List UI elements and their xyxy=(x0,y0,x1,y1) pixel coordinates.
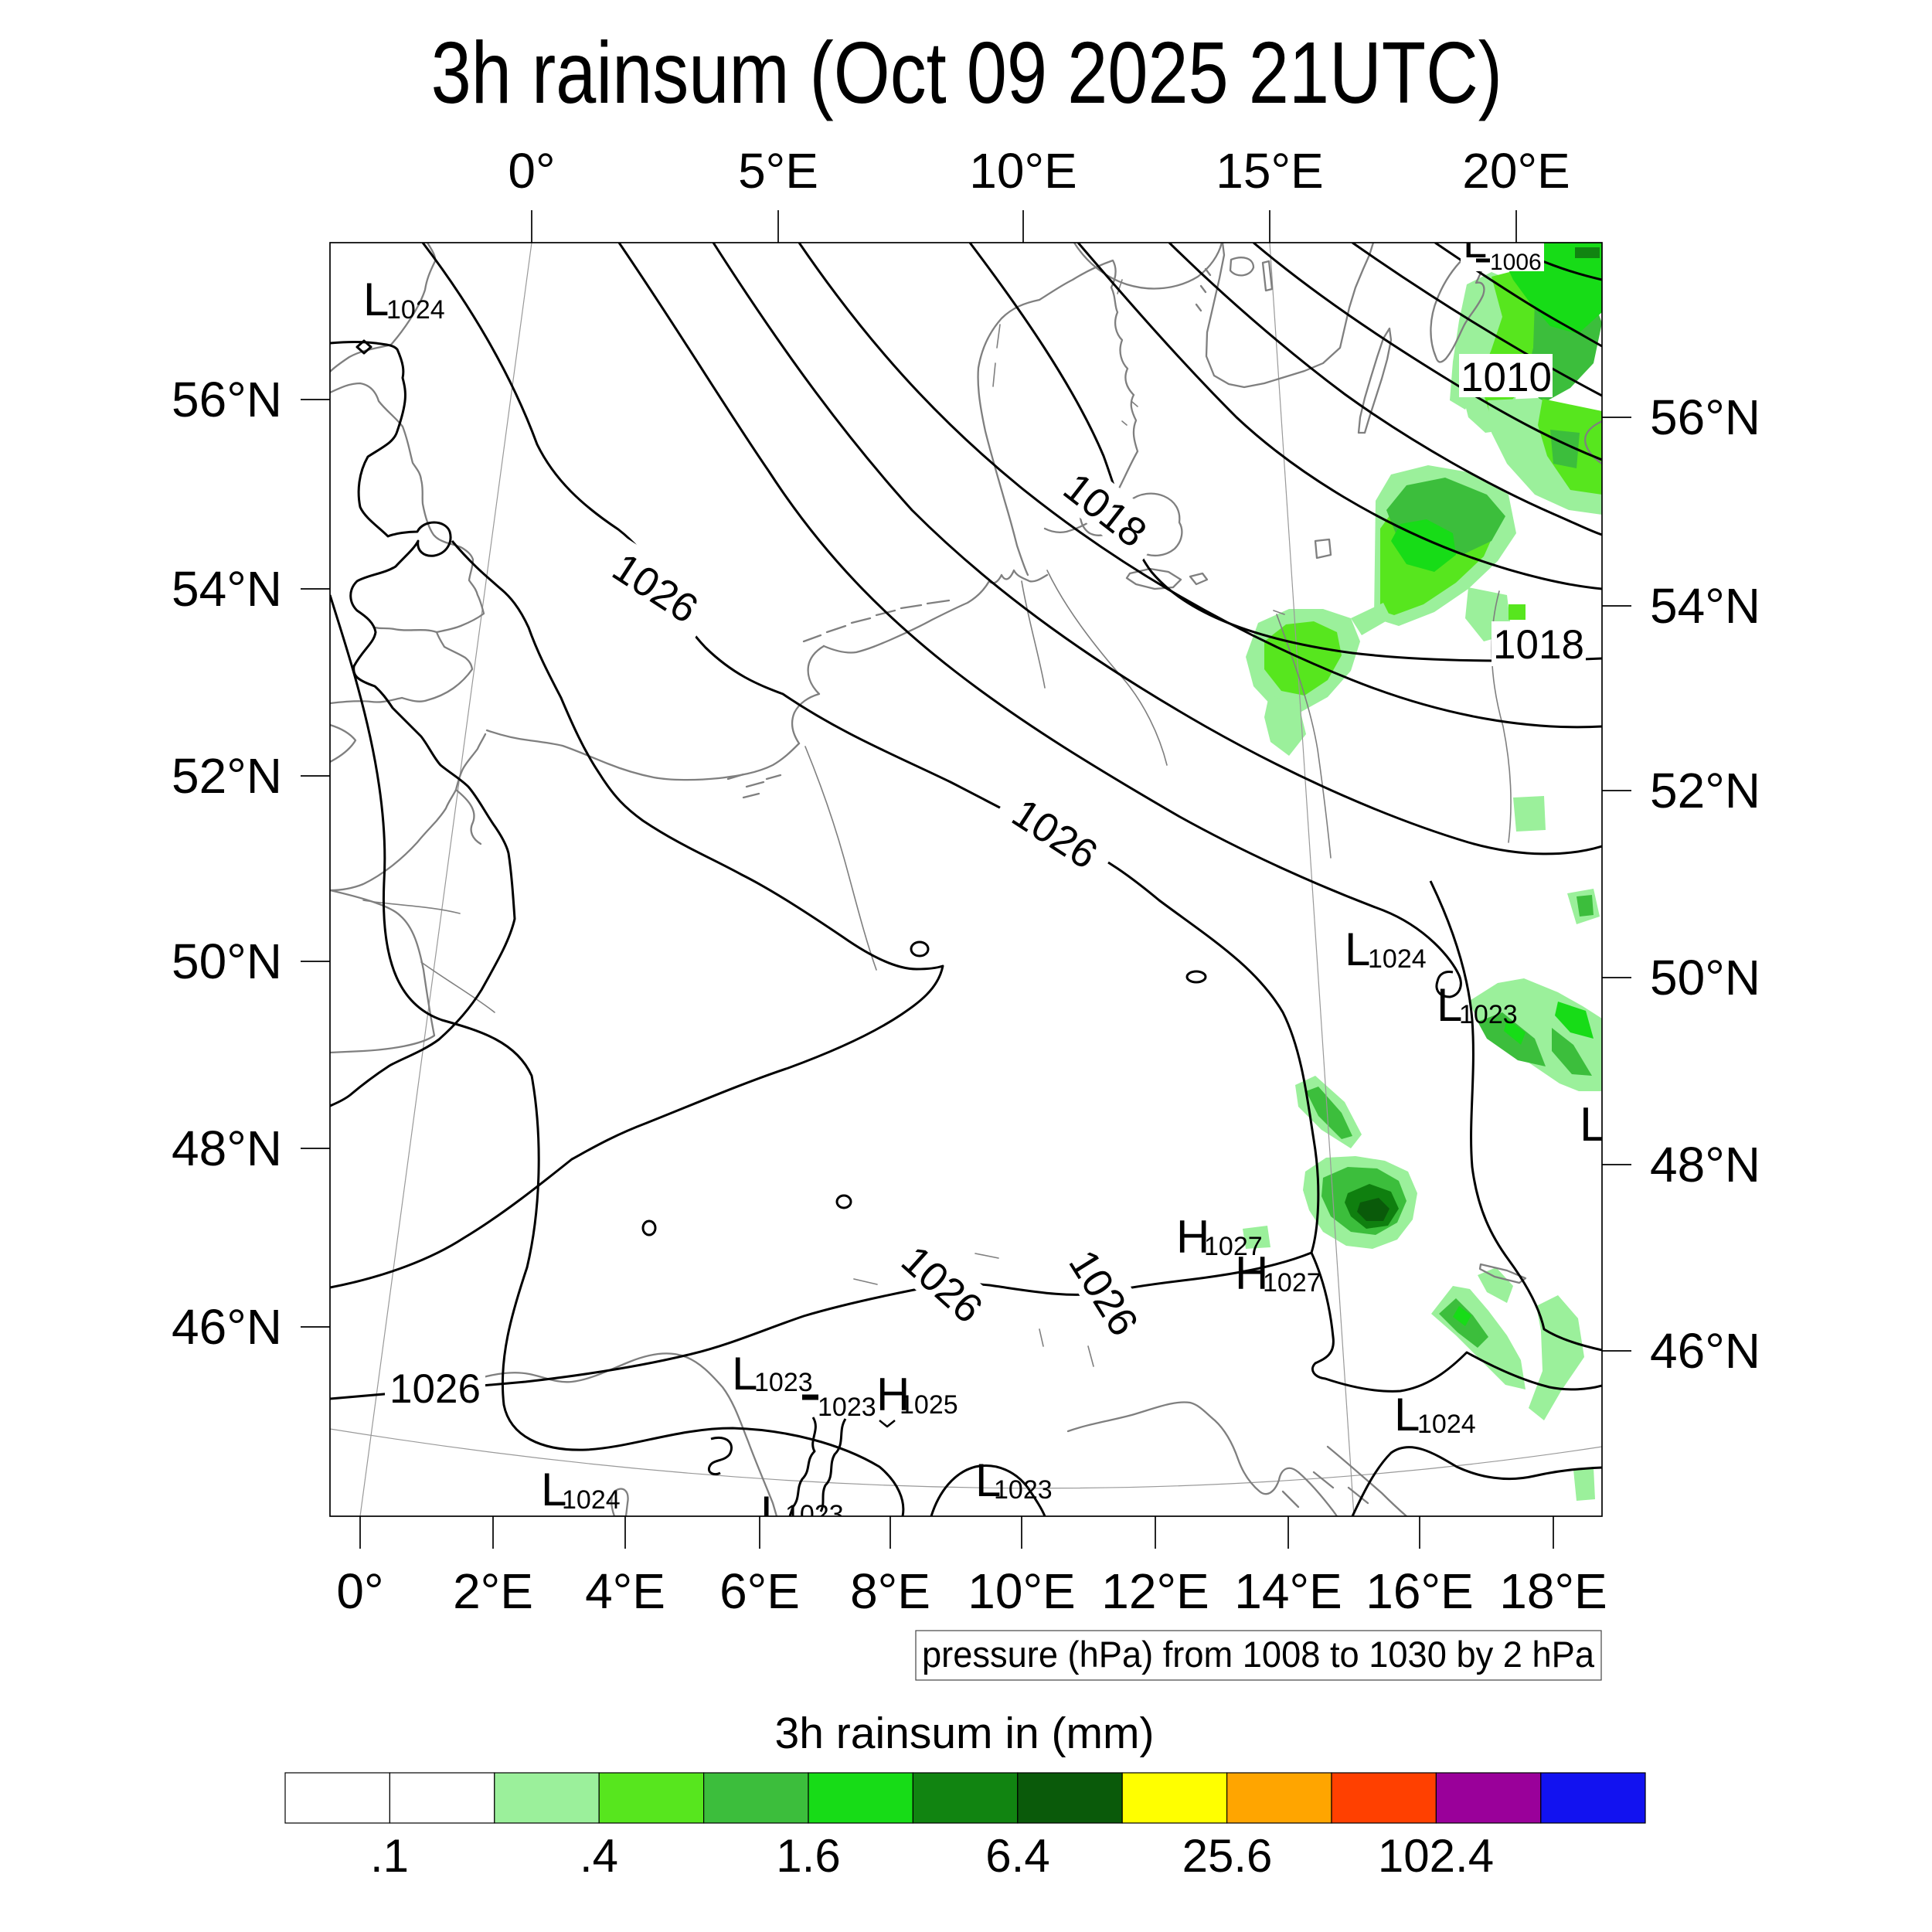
svg-text:L: L xyxy=(1437,979,1462,1031)
svg-text:15°E: 15°E xyxy=(1216,143,1323,199)
svg-text:1.6: 1.6 xyxy=(776,1830,840,1882)
svg-text:52°N: 52°N xyxy=(172,748,282,804)
svg-text:1018: 1018 xyxy=(1493,622,1584,668)
svg-text:18°E: 18°E xyxy=(1499,1563,1607,1619)
svg-text:H: H xyxy=(1176,1211,1209,1263)
svg-text:102.4: 102.4 xyxy=(1378,1830,1494,1882)
svg-text:L: L xyxy=(1345,923,1370,975)
svg-text:52°N: 52°N xyxy=(1650,763,1760,818)
svg-text:H: H xyxy=(1235,1247,1268,1299)
svg-text:1026: 1026 xyxy=(389,1366,481,1412)
svg-text:48°N: 48°N xyxy=(172,1121,282,1176)
svg-text:1024: 1024 xyxy=(1417,1410,1476,1439)
svg-text:6°E: 6°E xyxy=(719,1563,800,1619)
svg-text:3h rainsum in (mm): 3h rainsum in (mm) xyxy=(775,1709,1155,1758)
svg-text:8°E: 8°E xyxy=(850,1563,930,1619)
svg-text:3h rainsum (Oct 09 2025 21UTC): 3h rainsum (Oct 09 2025 21UTC) xyxy=(431,25,1502,122)
svg-text:20°E: 20°E xyxy=(1462,143,1570,199)
svg-text:L: L xyxy=(975,1454,1001,1506)
svg-text:54°N: 54°N xyxy=(1650,578,1760,634)
svg-text:L: L xyxy=(732,1348,757,1400)
svg-text:10°E: 10°E xyxy=(969,143,1077,199)
svg-text:4°E: 4°E xyxy=(585,1563,665,1619)
svg-text:1006: 1006 xyxy=(1490,250,1542,275)
svg-text:48°N: 48°N xyxy=(1650,1137,1760,1192)
svg-text:10°E: 10°E xyxy=(968,1563,1075,1619)
svg-text:54°N: 54°N xyxy=(172,561,282,617)
svg-text:46°N: 46°N xyxy=(1650,1323,1760,1379)
svg-text:56°N: 56°N xyxy=(172,372,282,427)
svg-text:56°N: 56°N xyxy=(1650,389,1760,445)
svg-text:25.6: 25.6 xyxy=(1182,1830,1273,1882)
svg-text:5°E: 5°E xyxy=(738,143,818,199)
svg-text:L: L xyxy=(1394,1389,1420,1440)
svg-text:1010: 1010 xyxy=(1461,355,1552,400)
svg-text:6.4: 6.4 xyxy=(985,1830,1049,1882)
svg-text:.4: .4 xyxy=(580,1830,618,1882)
svg-text:1025: 1025 xyxy=(900,1390,958,1420)
svg-text:1023: 1023 xyxy=(785,1500,844,1529)
svg-text:L: L xyxy=(1580,1098,1606,1151)
svg-text:H: H xyxy=(876,1369,910,1420)
svg-text:1024: 1024 xyxy=(1368,944,1427,974)
svg-text:16°E: 16°E xyxy=(1366,1563,1473,1619)
svg-text:50°N: 50°N xyxy=(1650,950,1760,1005)
svg-text:12°E: 12°E xyxy=(1101,1563,1209,1619)
svg-text:L: L xyxy=(541,1464,566,1515)
svg-text:1024: 1024 xyxy=(386,295,445,325)
svg-text:.1: .1 xyxy=(370,1830,409,1882)
svg-text:L: L xyxy=(760,1487,786,1539)
svg-text:0°: 0° xyxy=(336,1563,383,1619)
svg-text:pressure (hPa) from 1008 to 10: pressure (hPa) from 1008 to 1030 by 2 hP… xyxy=(922,1634,1595,1675)
svg-text:1027: 1027 xyxy=(1263,1268,1321,1298)
svg-text:50°N: 50°N xyxy=(172,934,282,989)
svg-text:1024: 1024 xyxy=(562,1485,621,1515)
svg-text:0°: 0° xyxy=(508,143,555,199)
svg-text:14°E: 14°E xyxy=(1234,1563,1342,1619)
svg-text:1027: 1027 xyxy=(1204,1232,1263,1261)
svg-text:L: L xyxy=(363,274,389,325)
svg-text:1023: 1023 xyxy=(754,1368,813,1397)
svg-text:1023: 1023 xyxy=(1459,1000,1518,1029)
svg-text:1023: 1023 xyxy=(818,1393,876,1422)
svg-text:1023: 1023 xyxy=(994,1475,1053,1505)
svg-text:L: L xyxy=(1463,218,1487,267)
svg-text:46°N: 46°N xyxy=(172,1299,282,1355)
svg-text:2°E: 2°E xyxy=(453,1563,533,1619)
